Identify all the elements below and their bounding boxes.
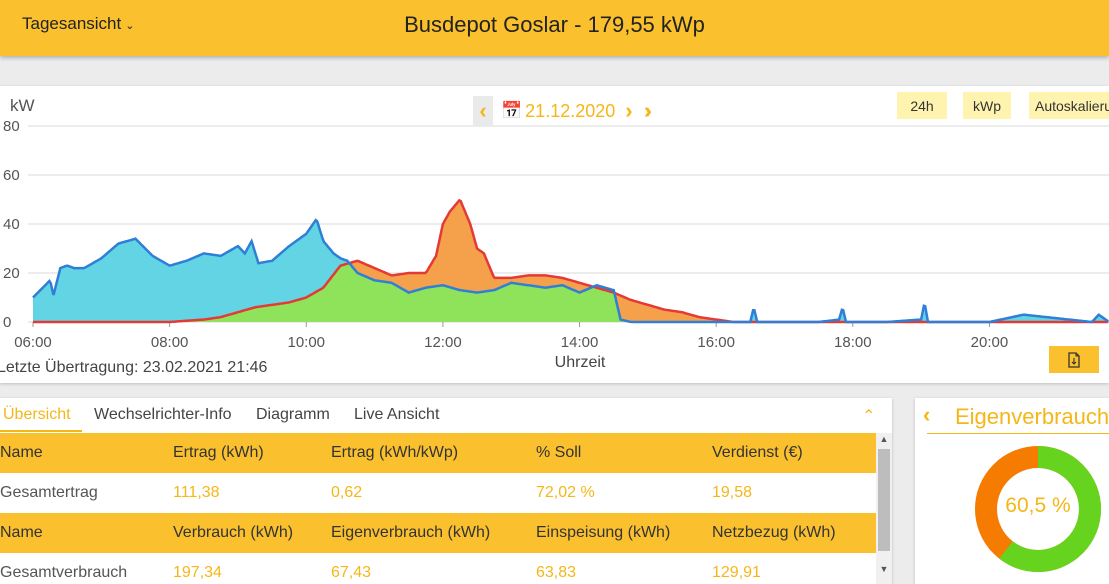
x-tick-label: 14:00 [561, 334, 599, 351]
divider [927, 433, 1109, 434]
view-selector[interactable]: Tagesansicht ⌄ [22, 14, 134, 34]
table-cell: 72,02 % [536, 484, 595, 501]
header-cell: Verbrauch (kWh) [173, 524, 294, 541]
next-day-button[interactable]: › [625, 98, 633, 123]
table-cell: 67,43 [331, 564, 372, 581]
y-tick-label: 20 [3, 265, 20, 282]
x-tick-label: 10:00 [287, 334, 325, 351]
self-consumption-value: 60,5 % [1005, 494, 1071, 517]
header-cell: Ertrag (kWh/kWp) [331, 444, 459, 461]
previous-day-button[interactable]: ‹ [473, 96, 493, 126]
header-cell: Name [0, 524, 43, 541]
header-cell: % Soll [536, 444, 582, 461]
summary-card: Übersicht Wechselrichter-Info Diagramm L… [0, 398, 892, 584]
table-cell: 0,62 [331, 484, 363, 501]
export-file-icon [1068, 351, 1080, 368]
header-cell: Eigenverbrauch (kWh) [331, 524, 491, 541]
page-title: Busdepot Goslar - 179,55 kWp [404, 12, 705, 37]
self-consumption-title: Eigenverbrauch [955, 404, 1109, 429]
tab-diagram[interactable]: Diagramm [256, 406, 330, 423]
production-line [32, 218, 1109, 324]
kwp-toggle-button[interactable]: kWp [963, 92, 1011, 119]
table-cell: 197,34 [173, 564, 222, 581]
x-tick-label: 16:00 [697, 334, 735, 351]
tab-bar: Übersicht Wechselrichter-Info Diagramm L… [0, 398, 892, 434]
self-consumption-card: ‹ Eigenverbrauch 60,5 % [915, 398, 1109, 584]
power-chart: 0 20 40 60 80 06:00 08:00 10:00 12:00 14:00 16:00 1… [3, 118, 1109, 371]
self-use-area [33, 263, 1109, 322]
table-cell: Gesamtertrag [0, 484, 98, 501]
export-button[interactable] [1049, 346, 1099, 373]
table-row: Gesamtverbrauch 197,34 67,43 63,83 129,9… [0, 553, 876, 584]
y-tick-label: 60 [3, 167, 20, 184]
table-cell: 129,91 [712, 564, 761, 581]
header-cell: Einspeisung (kWh) [536, 524, 671, 541]
x-tick-label: 18:00 [834, 334, 872, 351]
y-tick-label: 40 [3, 216, 20, 233]
header-cell: Name [0, 444, 43, 461]
header-cell: Verdienst (€) [712, 444, 803, 461]
tab-overview[interactable]: Übersicht [3, 406, 71, 423]
header-cell: Ertrag (kWh) [173, 444, 264, 461]
scroll-up-icon[interactable]: ▲ [879, 434, 889, 444]
header-cell: Netzbezug (kWh) [712, 524, 836, 541]
date-navigation: ‹ 📅 21.12.2020 › ›› [473, 96, 653, 126]
table-cell: 111,38 [173, 484, 220, 501]
x-tick-label: 12:00 [424, 334, 462, 351]
chevron-up-icon[interactable]: ⌃ [862, 408, 876, 425]
view-selector-label: Tagesansicht [22, 14, 122, 33]
table-header-row: Name Ertrag (kWh) Ertrag (kWh/kWp) % Sol… [0, 433, 876, 473]
calendar-icon[interactable]: 📅 [501, 101, 523, 120]
top-bar: Tagesansicht ⌄ Busdepot Goslar - 179,55 … [0, 0, 1109, 56]
donut-self-use-segment [975, 446, 1101, 572]
table-header-row: Name Verbrauch (kWh) Eigenverbrauch (kWh… [0, 513, 876, 553]
table-scrollbar[interactable]: ▲ ▼ [876, 433, 892, 584]
x-axis-label: Uhrzeit [555, 354, 606, 371]
scroll-down-icon[interactable]: ▼ [879, 564, 889, 574]
chevron-down-icon: ⌄ [125, 19, 135, 32]
self-consumption-donut [975, 446, 1101, 572]
y-tick-label: 0 [3, 314, 11, 331]
table-cell: 63,83 [536, 564, 577, 581]
table-cell: Gesamtverbrauch [0, 564, 128, 581]
autoscale-button[interactable]: Autoskalierung [1029, 92, 1109, 119]
tab-inverter-info[interactable]: Wechselrichter-Info [94, 406, 232, 423]
x-tick-label: 08:00 [151, 334, 189, 351]
production-area [33, 220, 1109, 322]
summary-table: Name Ertrag (kWh) Ertrag (kWh/kWp) % Sol… [0, 433, 876, 584]
table-row: Gesamtertrag 111,38 0,62 72,02 % 19,58 [0, 473, 876, 513]
y-tick-label: 80 [3, 118, 20, 135]
range-24h-button[interactable]: 24h [897, 92, 947, 119]
current-date[interactable]: 21.12.2020 [525, 100, 616, 121]
table-cell: 19,58 [712, 484, 753, 501]
active-tab-indicator [0, 430, 82, 432]
y-axis-label: kW [10, 96, 35, 115]
x-tick-label: 06:00 [14, 334, 52, 351]
tab-live-view[interactable]: Live Ansicht [354, 406, 440, 423]
scrollbar-thumb[interactable] [878, 449, 890, 551]
chevron-left-icon[interactable]: ‹ [923, 402, 931, 427]
chart-card: 0 20 40 60 80 06:00 08:00 10:00 12:00 14:00 16:00 1… [0, 86, 1109, 383]
x-tick-label: 20:00 [971, 334, 1009, 351]
last-transfer-text: Letzte Übertragung: 23.02.2021 21:46 [0, 359, 268, 376]
